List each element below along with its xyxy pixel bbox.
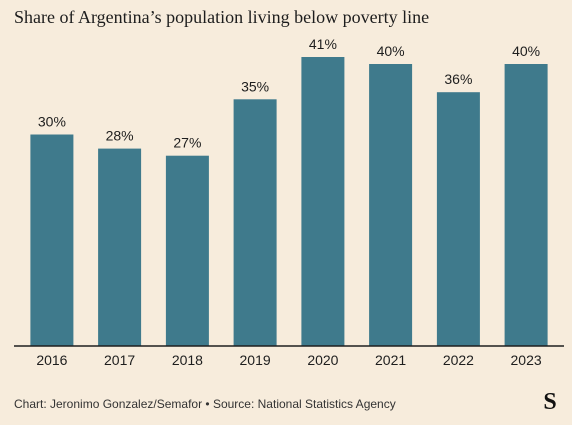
data-label-2020: 41%: [309, 36, 337, 52]
data-label-2022: 36%: [444, 71, 472, 87]
bar-2020: [301, 57, 345, 346]
data-label-2021: 40%: [377, 43, 405, 59]
bar-2023: [504, 64, 548, 346]
bar-2019: [233, 99, 277, 346]
logo-letter: S: [543, 389, 556, 413]
x-tick-label-2023: 2023: [511, 352, 542, 368]
bar-2021: [369, 64, 413, 346]
x-tick-label-2019: 2019: [240, 352, 271, 368]
bar-2022: [436, 92, 480, 346]
semafor-logo: S: [543, 389, 556, 413]
data-label-2016: 30%: [38, 114, 66, 130]
chart-title: Share of Argentina’s population living b…: [14, 7, 430, 27]
x-tick-label-2020: 2020: [307, 352, 338, 368]
x-tick-label-2016: 2016: [36, 352, 67, 368]
data-label-2017: 28%: [106, 128, 134, 144]
x-tick-label-2017: 2017: [104, 352, 135, 368]
x-tick-label-2018: 2018: [172, 352, 203, 368]
x-tick-label-2021: 2021: [375, 352, 406, 368]
data-label-2018: 27%: [173, 135, 201, 151]
bar-2016: [30, 134, 74, 346]
data-label-2023: 40%: [512, 43, 540, 59]
chart-source: Chart: Jeronimo Gonzalez/Semafor • Sourc…: [14, 397, 396, 411]
bar-2017: [98, 148, 142, 346]
bar-2018: [165, 155, 209, 346]
data-label-2019: 35%: [241, 78, 269, 94]
x-tick-label-2022: 2022: [443, 352, 474, 368]
